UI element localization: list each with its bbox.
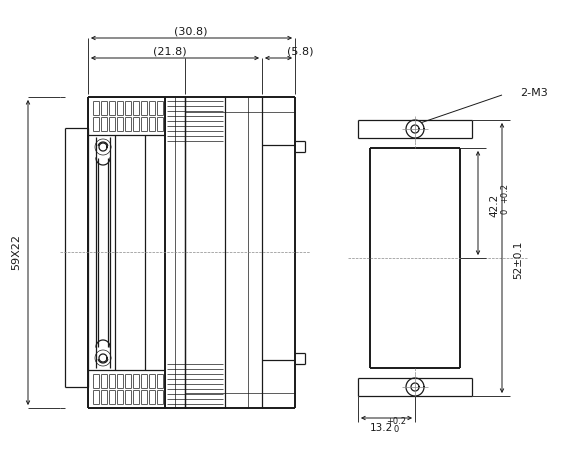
Text: 0: 0: [393, 425, 399, 435]
Text: 42.2: 42.2: [489, 193, 499, 217]
Text: 52±0.1: 52±0.1: [513, 241, 523, 279]
Text: 2-M3: 2-M3: [520, 88, 548, 98]
Text: 59X22: 59X22: [11, 234, 21, 270]
Text: +0.2: +0.2: [386, 418, 406, 426]
Text: +0.2: +0.2: [500, 183, 509, 203]
Text: (30.8): (30.8): [174, 26, 208, 36]
Text: (5.8): (5.8): [287, 46, 313, 56]
Text: 0: 0: [500, 208, 509, 213]
Text: (21.8): (21.8): [153, 46, 187, 56]
Text: 13.2: 13.2: [369, 423, 393, 433]
